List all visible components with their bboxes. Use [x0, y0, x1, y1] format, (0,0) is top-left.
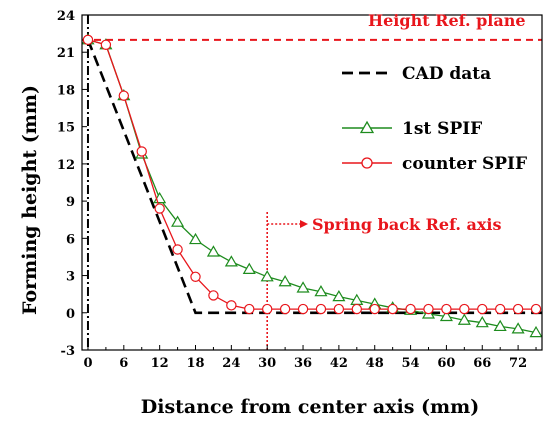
first-spif-point	[457, 313, 471, 325]
first-spif-point	[493, 319, 507, 332]
counter-spif-point	[459, 303, 470, 315]
counter-spif-point	[118, 90, 130, 101]
x-axis-title: Distance from center axis (mm)	[141, 396, 479, 418]
counter-spif-point	[477, 303, 488, 315]
counter-spif-point	[190, 271, 201, 282]
first-spif-point	[439, 309, 453, 322]
counter-spif-point	[208, 290, 219, 301]
counter-spif-point	[387, 303, 398, 315]
counter-spif-point	[154, 203, 165, 214]
counter-spif-point	[279, 303, 291, 315]
y-tick-label: 9	[66, 195, 75, 210]
counter-spif-point	[261, 303, 273, 315]
first-spif-point	[296, 281, 310, 293]
counter-spif-point	[530, 303, 542, 315]
counter-spif-point	[226, 300, 237, 311]
first-spif-point	[242, 262, 256, 274]
y-tick-label: 15	[57, 121, 75, 136]
y-tick-label: -3	[61, 344, 75, 359]
counter-spif-point	[297, 303, 309, 315]
counter-spif-point	[100, 39, 112, 50]
counter-spif-point	[172, 244, 183, 255]
first-spif-point	[332, 289, 346, 302]
first-spif-point	[171, 215, 185, 227]
legend: CAD data 1st SPIF counter SPIF	[342, 64, 527, 174]
first-spif-point	[188, 232, 203, 245]
counter-spif-point	[441, 303, 452, 315]
x-tick-label: 24	[222, 356, 240, 371]
counter-spif-point	[82, 34, 94, 46]
height-ref-label: Height Ref. plane	[368, 11, 526, 30]
plot-frame	[81, 14, 543, 351]
y-tick-label: 24	[57, 9, 75, 24]
legend-counter-marker	[361, 157, 373, 169]
x-tick-label: 66	[473, 356, 491, 371]
y-tick-label: 0	[66, 307, 75, 322]
first-spif-point	[511, 322, 525, 334]
x-tick-label: 18	[186, 356, 204, 371]
legend-cad-label: CAD data	[402, 64, 491, 84]
spring-back-label: Spring back Ref. axis	[312, 215, 502, 234]
counter-spif-point	[244, 303, 255, 315]
x-tick-label: 54	[402, 356, 420, 371]
x-tick-label: 12	[151, 356, 169, 371]
y-tick-label: 18	[57, 83, 75, 98]
legend-counter-label: counter SPIF	[402, 154, 527, 174]
legend-first-marker	[359, 120, 375, 134]
counter-spif-point	[351, 303, 363, 315]
first-spif-point	[206, 245, 220, 257]
first-spif-point	[260, 270, 274, 282]
counter-spif-point	[136, 146, 147, 157]
first-spif-point	[224, 255, 238, 267]
x-tick-label: 72	[509, 356, 527, 371]
x-tick-label: 6	[119, 356, 128, 371]
counter-spif-point	[405, 303, 416, 315]
spring-back-arrow-head	[300, 220, 308, 228]
counter-spif-point	[423, 303, 434, 315]
first-spif-point	[278, 275, 292, 287]
x-tick-label: 48	[366, 356, 384, 371]
chart-series-layer	[81, 33, 543, 338]
x-tick-label: 36	[294, 356, 312, 371]
x-tick-label: 30	[258, 356, 276, 371]
y-axis-title: Forming height (mm)	[19, 85, 41, 315]
cad-data-line	[86, 39, 542, 315]
y-tick-label: 3	[66, 270, 75, 285]
y-tick-label: 21	[57, 46, 75, 61]
first-spif-point	[475, 316, 489, 328]
first-spif-point	[314, 284, 328, 297]
x-tick-label: 42	[330, 356, 348, 371]
counter-spif-point	[333, 303, 345, 315]
y-tick-label: 6	[66, 232, 75, 247]
legend-first-label: 1st SPIF	[402, 119, 482, 139]
x-tick-label: 60	[437, 356, 455, 371]
counter-spif-point	[494, 303, 506, 315]
counter-spif-point	[512, 303, 524, 315]
counter-spif-point	[315, 303, 327, 315]
x-tick-label: 0	[83, 356, 92, 371]
y-tick-label: 12	[57, 158, 75, 173]
counter-spif-point	[369, 303, 380, 315]
first-spif-point	[529, 325, 543, 338]
